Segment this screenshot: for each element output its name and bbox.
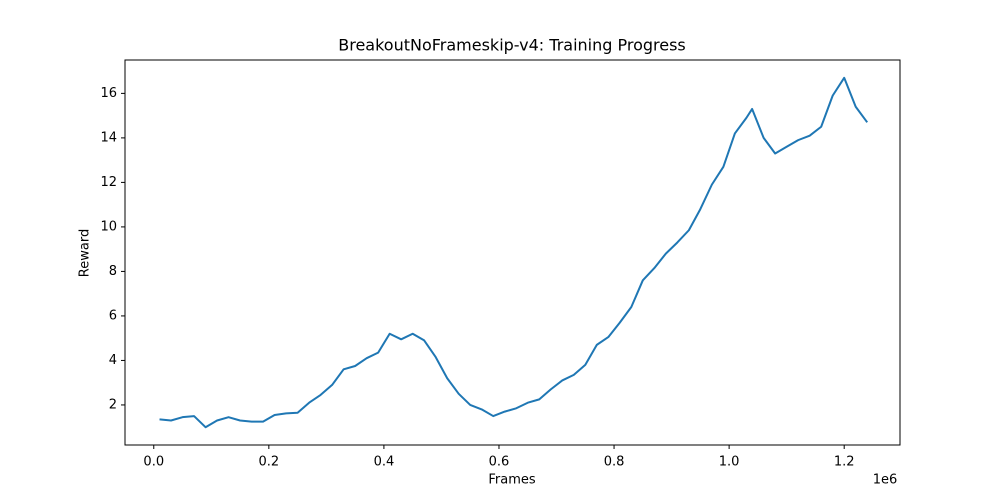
x-offset-label: 1e6 <box>873 473 898 488</box>
y-tick-label: 12 <box>100 175 117 190</box>
y-tick-label: 16 <box>100 86 117 101</box>
x-tick-label: 0.2 <box>258 455 279 470</box>
y-tick-label: 2 <box>109 397 117 412</box>
y-axis-label: Reward <box>78 229 93 277</box>
x-axis-label: Frames <box>488 473 536 488</box>
x-tick-label: 1.2 <box>834 455 855 470</box>
plot-frame <box>124 59 901 446</box>
line-series <box>159 76 869 429</box>
x-tick-label: 0.6 <box>489 455 510 470</box>
y-tick-label: 8 <box>109 264 117 279</box>
x-tick-label: 0.8 <box>604 455 625 470</box>
y-tick-label: 6 <box>109 308 117 323</box>
x-tick-label: 1.0 <box>719 455 740 470</box>
y-tick-label: 4 <box>109 353 117 368</box>
y-tick-label: 14 <box>100 130 117 145</box>
x-tick-label: 0.0 <box>143 455 164 470</box>
chart-title: BreakoutNoFrameskip-v4: Training Progres… <box>338 36 686 55</box>
y-tick-label: 10 <box>100 219 117 234</box>
x-tick-label: 0.4 <box>374 455 395 470</box>
